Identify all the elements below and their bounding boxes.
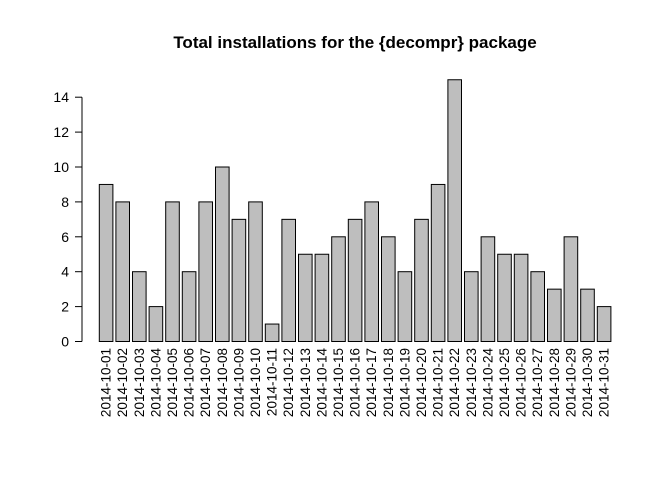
y-tick-label: 12 [53, 124, 69, 140]
x-tick-label: 2014-10-25 [497, 348, 512, 417]
x-tick-label: 2014-10-15 [331, 348, 346, 417]
bar [580, 288, 595, 342]
x-tick-label: 2014-10-08 [215, 348, 230, 417]
x-tick-label: 2014-10-23 [464, 348, 479, 417]
bars [98, 79, 612, 343]
x-tick-label: 2014-10-10 [248, 348, 263, 417]
x-tick-label: 2014-10-06 [182, 348, 197, 417]
x-tick-label: 2014-10-19 [397, 348, 412, 417]
x-axis-labels: 2014-10-01 2014-10-02 2014-10-03 2014-10-04… [99, 348, 612, 418]
x-tick-label: 2014-10-04 [148, 348, 163, 418]
x-tick-label: 2014-10-29 [563, 348, 578, 417]
bar [181, 271, 197, 343]
bar [298, 253, 313, 342]
x-tick-label: 2014-10-31 [597, 348, 612, 417]
bar [430, 183, 446, 342]
x-tick-label: 2014-10-11 [265, 348, 280, 416]
bar [497, 253, 512, 342]
bar [248, 201, 263, 342]
bar [414, 218, 429, 343]
bar [165, 201, 180, 342]
x-tick-label: 2014-10-21 [431, 348, 446, 417]
bar [513, 253, 529, 342]
bar [530, 271, 546, 343]
bar [264, 323, 280, 342]
bar [596, 306, 612, 343]
bar [115, 201, 131, 342]
bar [547, 288, 562, 342]
x-tick-label: 2014-10-20 [414, 348, 429, 417]
x-tick-label: 2014-10-16 [348, 348, 363, 417]
y-tick-label: 6 [61, 229, 69, 245]
y-tick-label: 0 [61, 334, 69, 350]
bar [231, 218, 247, 343]
x-tick-label: 2014-10-07 [198, 348, 213, 417]
bar [364, 201, 379, 342]
bar [198, 201, 213, 342]
bar [464, 271, 479, 343]
bar [132, 271, 147, 343]
x-tick-label: 2014-10-13 [298, 348, 313, 417]
x-tick-label: 2014-10-24 [480, 348, 495, 418]
x-tick-label: 2014-10-05 [165, 348, 180, 417]
x-tick-label: 2014-10-03 [132, 348, 147, 417]
bar [331, 236, 346, 342]
bar [397, 271, 413, 343]
y-tick-label: 8 [61, 194, 69, 210]
bar [281, 218, 296, 343]
y-tick-label: 4 [61, 264, 69, 280]
y-tick-label: 14 [53, 89, 69, 105]
y-axis: 0 2 4 6 8 10 12 14 [53, 89, 83, 350]
x-tick-label: 2014-10-30 [580, 348, 595, 417]
x-tick-label: 2014-10-01 [99, 348, 114, 417]
bar [563, 236, 579, 342]
x-tick-label: 2014-10-09 [231, 348, 246, 417]
x-tick-label: 2014-10-17 [364, 348, 379, 417]
x-tick-label: 2014-10-18 [381, 348, 396, 417]
x-tick-label: 2014-10-22 [447, 348, 462, 417]
bar [314, 253, 330, 342]
bar [381, 236, 396, 342]
y-tick-label: 10 [53, 159, 69, 175]
x-tick-label: 2014-10-14 [314, 348, 329, 418]
y-tick-label: 2 [61, 299, 69, 315]
bar [480, 236, 496, 342]
bar [98, 183, 114, 342]
x-tick-label: 2014-10-27 [530, 348, 545, 417]
x-tick-label: 2014-10-02 [115, 348, 130, 417]
bar [347, 218, 363, 343]
bar [148, 306, 164, 343]
bar [447, 79, 462, 342]
bar [215, 166, 230, 342]
x-tick-label: 2014-10-12 [281, 348, 296, 417]
x-tick-label: 2014-10-28 [547, 348, 562, 417]
x-tick-label: 2014-10-26 [514, 348, 529, 417]
chart-title: Total installations for the {decompr} pa… [173, 33, 536, 52]
